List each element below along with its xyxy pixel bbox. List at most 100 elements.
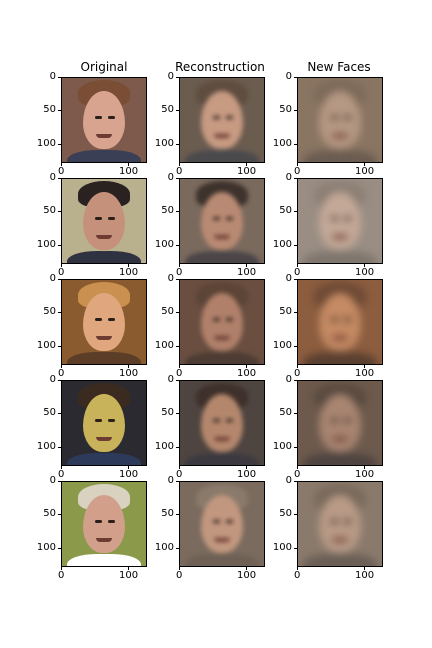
y-tick-mark <box>294 110 297 111</box>
y-tick-label: 0 <box>285 71 292 82</box>
column-title-new-faces: New Faces <box>307 60 371 74</box>
x-tick-mark <box>297 163 298 166</box>
y-tick-mark <box>176 548 179 549</box>
x-tick-mark <box>297 466 298 469</box>
y-tick-label: 0 <box>49 374 56 385</box>
y-tick-label: 100 <box>272 441 292 452</box>
y-tick-label: 100 <box>36 441 56 452</box>
y-tick-mark <box>58 77 61 78</box>
x-tick-mark <box>61 365 62 368</box>
x-tick-mark <box>179 567 180 570</box>
y-tick-label: 100 <box>272 340 292 351</box>
y-tick-mark <box>176 312 179 313</box>
x-tick-label: 0 <box>176 368 183 379</box>
x-tick-label: 100 <box>237 267 257 278</box>
x-tick-label: 100 <box>119 267 139 278</box>
y-tick-mark <box>58 211 61 212</box>
y-tick-mark <box>294 447 297 448</box>
y-tick-mark <box>176 110 179 111</box>
x-tick-label: 100 <box>355 368 375 379</box>
y-tick-mark <box>58 312 61 313</box>
x-tick-label: 0 <box>176 570 183 581</box>
y-tick-label: 100 <box>36 340 56 351</box>
y-tick-mark <box>294 346 297 347</box>
y-tick-label: 50 <box>43 104 56 115</box>
x-tick-label: 0 <box>294 570 301 581</box>
y-tick-mark <box>294 481 297 482</box>
x-tick-mark <box>128 365 129 368</box>
x-tick-mark <box>246 567 247 570</box>
y-tick-label: 50 <box>161 407 174 418</box>
y-tick-mark <box>58 514 61 515</box>
x-tick-label: 100 <box>237 469 257 480</box>
original-image <box>61 77 147 163</box>
x-tick-mark <box>364 567 365 570</box>
x-tick-label: 100 <box>237 368 257 379</box>
x-tick-label: 100 <box>355 267 375 278</box>
y-tick-label: 100 <box>154 239 174 250</box>
y-tick-label: 0 <box>167 475 174 486</box>
x-tick-mark <box>61 264 62 267</box>
x-tick-mark <box>128 567 129 570</box>
y-tick-mark <box>294 279 297 280</box>
x-tick-mark <box>364 163 365 166</box>
y-tick-label: 100 <box>154 138 174 149</box>
y-tick-mark <box>58 245 61 246</box>
x-tick-mark <box>179 264 180 267</box>
x-tick-mark <box>179 466 180 469</box>
x-tick-label: 0 <box>176 469 183 480</box>
y-tick-label: 50 <box>161 306 174 317</box>
new-face-image <box>297 77 383 163</box>
y-tick-mark <box>176 481 179 482</box>
y-tick-label: 50 <box>279 104 292 115</box>
x-tick-label: 0 <box>176 267 183 278</box>
y-tick-mark <box>294 413 297 414</box>
y-tick-mark <box>294 548 297 549</box>
x-tick-label: 0 <box>58 368 65 379</box>
reconstruction-image <box>179 380 265 466</box>
x-tick-mark <box>128 163 129 166</box>
y-tick-mark <box>176 346 179 347</box>
y-tick-label: 100 <box>154 340 174 351</box>
y-tick-mark <box>58 346 61 347</box>
y-tick-mark <box>176 178 179 179</box>
x-tick-mark <box>61 466 62 469</box>
x-tick-label: 100 <box>119 469 139 480</box>
y-tick-mark <box>294 245 297 246</box>
column-title-original: Original <box>80 60 128 74</box>
y-tick-mark <box>176 514 179 515</box>
y-tick-mark <box>58 178 61 179</box>
x-tick-label: 0 <box>294 469 301 480</box>
y-tick-label: 100 <box>36 542 56 553</box>
x-tick-label: 100 <box>237 570 257 581</box>
x-tick-mark <box>246 466 247 469</box>
y-tick-mark <box>58 279 61 280</box>
x-tick-label: 0 <box>294 166 301 177</box>
y-tick-mark <box>58 380 61 381</box>
y-tick-label: 100 <box>272 138 292 149</box>
x-tick-mark <box>179 163 180 166</box>
y-tick-mark <box>176 144 179 145</box>
x-tick-mark <box>128 466 129 469</box>
y-tick-label: 0 <box>49 475 56 486</box>
y-tick-label: 0 <box>167 374 174 385</box>
y-tick-mark <box>294 312 297 313</box>
y-tick-label: 50 <box>43 407 56 418</box>
y-tick-label: 100 <box>154 542 174 553</box>
x-tick-label: 0 <box>176 166 183 177</box>
x-tick-mark <box>61 567 62 570</box>
y-tick-mark <box>294 144 297 145</box>
y-tick-mark <box>294 178 297 179</box>
x-tick-mark <box>61 163 62 166</box>
y-tick-mark <box>58 548 61 549</box>
y-tick-mark <box>294 77 297 78</box>
reconstruction-image <box>179 77 265 163</box>
y-tick-label: 0 <box>49 273 56 284</box>
y-tick-label: 50 <box>43 306 56 317</box>
x-tick-label: 0 <box>294 368 301 379</box>
y-tick-mark <box>176 211 179 212</box>
original-image <box>61 178 147 264</box>
x-tick-label: 100 <box>355 166 375 177</box>
y-tick-label: 0 <box>285 172 292 183</box>
y-tick-label: 100 <box>154 441 174 452</box>
